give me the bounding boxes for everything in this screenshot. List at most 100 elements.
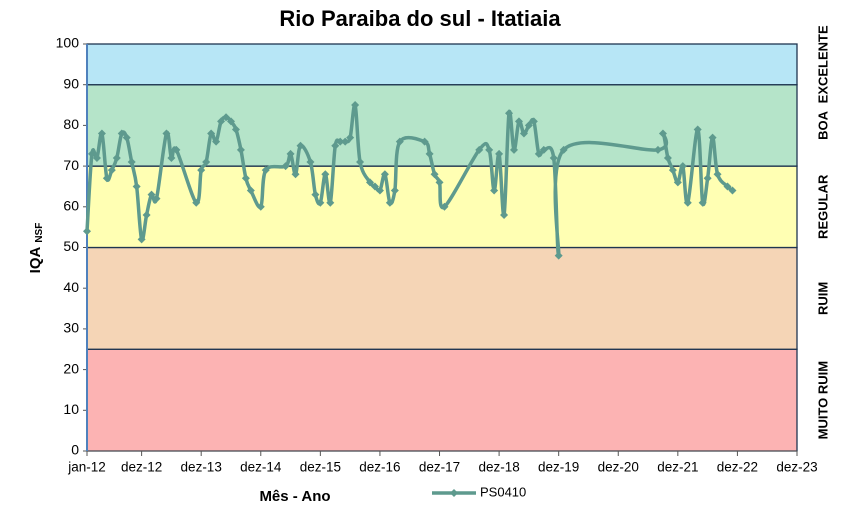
data-point: [534, 149, 543, 158]
data-point: [231, 125, 240, 134]
x-tick-label: dez-21: [657, 460, 698, 475]
band-label: MUITO RUIM: [815, 361, 830, 439]
data-point: [708, 133, 717, 142]
data-point: [668, 166, 677, 175]
data-point: [380, 170, 389, 179]
data-point: [152, 194, 161, 203]
data-point: [147, 190, 156, 199]
band: [86, 84, 798, 167]
x-tick-label: dez-23: [776, 460, 817, 475]
legend-label: PS0410: [480, 484, 526, 499]
data-point: [122, 133, 131, 142]
data-point: [390, 186, 399, 195]
data-point: [202, 158, 211, 167]
data-point: [117, 129, 126, 138]
data-point: [495, 149, 504, 158]
data-point: [559, 145, 568, 154]
data-point: [167, 153, 176, 162]
data-point: [549, 153, 558, 162]
data-point: [331, 141, 340, 150]
x-tick-label: dez-17: [419, 460, 460, 475]
y-tick-label: 40: [63, 279, 79, 295]
data-point: [226, 117, 235, 126]
data-point: [127, 158, 136, 167]
x-tick-label: dez-14: [240, 460, 282, 475]
data-point: [723, 182, 732, 191]
band-label: RUIM: [815, 282, 830, 315]
data-point: [435, 178, 444, 187]
data-point: [673, 178, 682, 187]
data-point: [514, 117, 523, 126]
data-point: [107, 166, 116, 175]
band: [86, 348, 798, 452]
data-point: [475, 145, 484, 154]
data-point: [137, 235, 146, 244]
data-point: [311, 190, 320, 199]
data-point: [385, 198, 394, 207]
data-point: [490, 186, 499, 195]
x-tick-label: dez-16: [359, 460, 400, 475]
y-tick-label: 90: [63, 75, 79, 91]
y-tick-label: 0: [71, 442, 79, 458]
data-point: [256, 202, 265, 211]
chart-title: Rio Paraiba do sul - Itatiaia: [279, 6, 561, 31]
data-point: [336, 137, 345, 146]
data-point: [678, 162, 687, 171]
y-axis-label-main: IQA: [27, 247, 44, 274]
data-point: [246, 186, 255, 195]
data-point: [281, 162, 290, 171]
y-tick-label: 80: [63, 116, 79, 132]
data-point: [261, 166, 270, 175]
y-axis-label-sub: NSF: [34, 223, 45, 243]
x-tick-label: dez-18: [478, 460, 519, 475]
y-tick-label: 50: [63, 238, 79, 254]
data-point: [366, 178, 375, 187]
data-point: [519, 129, 528, 138]
data-point: [693, 125, 702, 134]
x-tick-label: jan-12: [67, 460, 106, 475]
data-point: [658, 129, 667, 138]
data-point: [370, 182, 379, 191]
data-point: [425, 149, 434, 158]
data-point: [92, 153, 101, 162]
band-label: BOA: [815, 110, 830, 139]
data-point: [440, 202, 449, 211]
data-point: [663, 153, 672, 162]
data-point: [296, 141, 305, 150]
data-point: [698, 198, 707, 207]
data-point: [87, 149, 96, 158]
x-tick-label: dez-15: [300, 460, 341, 475]
data-point: [286, 149, 295, 158]
data-point: [241, 174, 250, 183]
y-axis-label: IQA NSF: [27, 223, 45, 274]
data-point: [306, 158, 315, 167]
x-tick-label: dez-20: [598, 460, 639, 475]
data-point: [653, 145, 662, 154]
data-point: [102, 174, 111, 183]
data-point: [430, 170, 439, 179]
data-point: [346, 133, 355, 142]
data-point: [539, 145, 548, 154]
data-point: [192, 198, 201, 207]
y-tick-label: 10: [63, 401, 79, 417]
x-tick-label: dez-12: [121, 460, 162, 475]
data-point: [212, 137, 221, 146]
data-point: [172, 145, 181, 154]
data-point: [351, 101, 360, 110]
data-point: [142, 210, 151, 219]
data-point: [236, 145, 245, 154]
data-point: [97, 129, 106, 138]
data-point: [222, 113, 231, 122]
y-tick-label: 20: [63, 360, 79, 376]
data-point: [420, 137, 429, 146]
data-point: [713, 170, 722, 179]
data-point: [703, 174, 712, 183]
y-tick-label: 100: [56, 35, 80, 51]
data-point: [207, 129, 216, 138]
data-point: [83, 227, 91, 236]
x-tick-label: dez-13: [181, 460, 222, 475]
data-point: [529, 117, 538, 126]
y-tick-label: 60: [63, 198, 79, 214]
